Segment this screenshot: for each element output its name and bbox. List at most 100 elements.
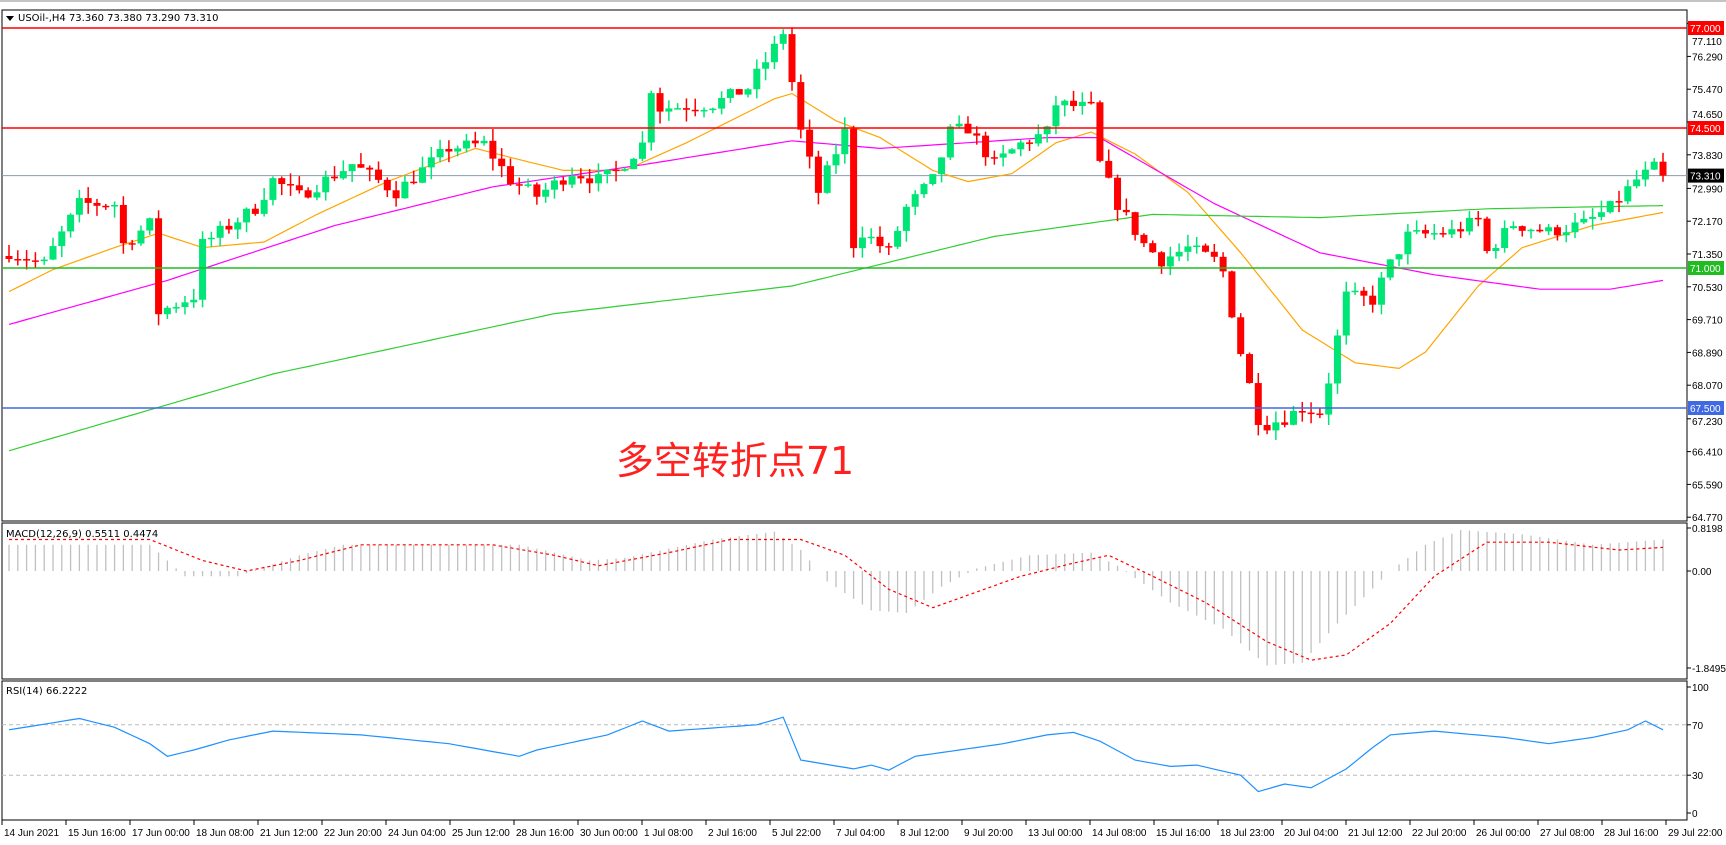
candle	[14, 250, 22, 266]
candle-body	[1404, 231, 1412, 255]
candle	[1501, 220, 1509, 253]
candle	[700, 107, 708, 118]
level-label-box	[1688, 21, 1724, 35]
candle	[1483, 216, 1491, 254]
candle-body	[1439, 233, 1447, 235]
price-tick-label: 65.590	[1692, 480, 1723, 491]
candle-body	[1158, 252, 1166, 267]
candle-body	[383, 179, 391, 191]
candle-body	[691, 109, 699, 112]
candle-body	[621, 169, 629, 171]
candle-body	[1474, 217, 1482, 220]
candle	[674, 103, 682, 110]
candle	[726, 88, 734, 103]
candle	[1597, 200, 1605, 221]
candle	[1070, 90, 1078, 112]
candle	[1659, 152, 1667, 182]
candle-body	[322, 176, 330, 193]
time-tick-label: 21 Jul 12:00	[1348, 828, 1403, 839]
candle	[1580, 210, 1588, 224]
candle-body	[638, 142, 646, 159]
candle-body	[1175, 251, 1183, 257]
candle-body	[155, 218, 163, 315]
candle-body	[243, 208, 251, 223]
candle	[419, 156, 426, 184]
candle	[753, 59, 761, 99]
candle	[1553, 224, 1561, 241]
level-label-box	[1688, 401, 1724, 415]
time-tick-label: 27 Jul 08:00	[1540, 828, 1595, 839]
candle	[1325, 372, 1333, 425]
candle-body	[559, 180, 567, 185]
time-tick-label: 30 Jun 00:00	[580, 828, 638, 839]
candle-body	[770, 43, 778, 63]
macd-title: MACD(12,26,9) 0.5511 0.4474	[6, 529, 158, 540]
candle-body	[295, 185, 303, 191]
candle-body	[542, 189, 550, 197]
symbol-info: USOil-,H4 73.360 73.380 73.290 73.310	[18, 13, 218, 24]
candle-body	[1615, 201, 1623, 203]
candle	[559, 176, 567, 192]
candle	[278, 176, 286, 196]
candle	[938, 157, 946, 183]
candle-body	[1624, 186, 1632, 202]
macd-pane[interactable]: 0.8198 0.00 -1.8495	[1, 522, 1726, 680]
candle	[357, 153, 365, 168]
candle	[181, 295, 189, 315]
candle-body	[1580, 218, 1588, 223]
candle-body	[1254, 383, 1262, 425]
macd-pane-frame	[1, 522, 1688, 680]
candle	[1333, 329, 1341, 394]
candle-body	[1465, 217, 1473, 232]
candle	[436, 139, 444, 163]
time-tick-label: 17 Jun 00:00	[132, 828, 190, 839]
candle	[1087, 91, 1095, 105]
candle	[128, 239, 136, 251]
rsi-pane[interactable]: 100 70 30 0	[1, 680, 1709, 821]
candle	[383, 177, 391, 198]
candle-body	[1017, 142, 1025, 150]
candle	[638, 131, 646, 162]
candle-body	[1606, 201, 1614, 213]
candle-body	[814, 156, 822, 193]
candle-body	[348, 164, 356, 172]
candle	[1360, 286, 1368, 307]
candle-body	[647, 93, 655, 143]
level-label: 71.000	[1690, 264, 1721, 275]
candle	[577, 168, 585, 184]
candle	[339, 160, 347, 180]
candle	[586, 169, 594, 194]
candle	[1527, 228, 1535, 239]
candle-body	[102, 205, 110, 208]
candle-body	[1659, 161, 1667, 176]
candle	[322, 170, 330, 201]
candle	[691, 98, 699, 117]
candle-body	[375, 169, 383, 180]
candle	[1562, 224, 1570, 243]
candle	[542, 182, 550, 203]
candle	[1386, 258, 1394, 281]
collapse-triangle-icon[interactable]	[6, 16, 14, 21]
price-tick-label: 77.110	[1692, 37, 1722, 48]
price-tick-label: 70.530	[1692, 283, 1723, 294]
candle	[207, 231, 215, 248]
price-pane[interactable]: 77.110 76.290 75.470 74.650 73.830 72.990 72.1…	[1, 9, 1724, 524]
price-tick-label: 71.350	[1692, 250, 1723, 261]
candle-body	[427, 157, 435, 168]
candle-body	[524, 184, 532, 186]
time-tick-label: 24 Jun 04:00	[388, 828, 446, 839]
price-tick-label: 69.710	[1692, 316, 1723, 327]
candle	[1457, 221, 1465, 239]
candle	[788, 27, 796, 91]
candle	[665, 100, 673, 121]
candle-body	[5, 256, 13, 259]
time-tick-label: 22 Jul 20:00	[1412, 828, 1467, 839]
candle	[163, 305, 171, 320]
level-label: 74.500	[1690, 124, 1721, 135]
candle-body	[1395, 254, 1403, 260]
price-tick-label: 75.470	[1692, 85, 1723, 96]
candle-body	[489, 140, 497, 159]
rsi-line	[8, 716, 1664, 793]
candle	[1096, 100, 1104, 163]
